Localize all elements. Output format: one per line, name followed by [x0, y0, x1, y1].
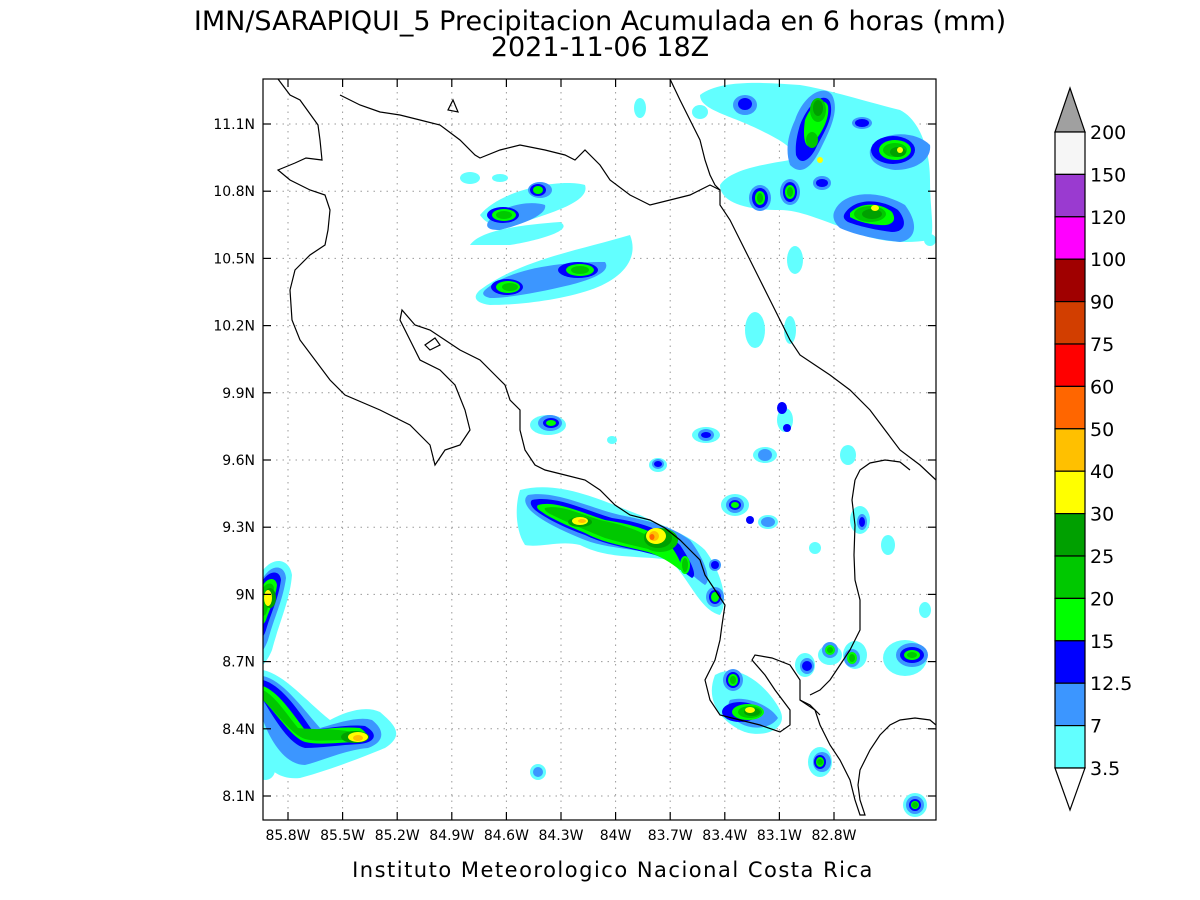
colorbar-swatch: [1054, 131, 1086, 176]
lat-tick-label: 8.7N: [222, 655, 255, 671]
lon-tick-label: 84.9W: [429, 828, 474, 844]
lon-tick-label: 85.2W: [375, 828, 420, 844]
colorbar-label: 50: [1090, 419, 1114, 441]
colorbar-label: 120: [1090, 207, 1126, 229]
precipitation-field: [263, 79, 936, 817]
lat-tick-label: 8.1N: [222, 789, 255, 805]
colorbar-bottom-cap: [1054, 767, 1086, 812]
colorbar-swatch: [1054, 258, 1086, 303]
lon-tick-label: 85.5W: [320, 828, 365, 844]
lat-tick-label: 11.1N: [213, 117, 255, 133]
colorbar-swatch: [1054, 640, 1086, 684]
lon-tick-label: 82.8W: [811, 828, 856, 844]
map-title: IMN/SARAPIQUI_5 Precipitacion Acumulada …: [194, 6, 1006, 37]
colorbar-label: 20: [1090, 588, 1114, 610]
lon-tick-label: 83.4W: [702, 828, 747, 844]
colorbar-label: 25: [1090, 546, 1114, 568]
colorbar-label: 7: [1090, 716, 1102, 738]
colorbar-label: 100: [1090, 249, 1126, 271]
colorbar-swatch: [1054, 555, 1086, 600]
colorbar-swatch: [1054, 682, 1086, 727]
lat-tick-label: 9.9N: [222, 386, 255, 402]
colorbar-label: 40: [1090, 461, 1114, 483]
colorbar-label: 12.5: [1090, 673, 1132, 695]
colorbar-swatch: [1054, 343, 1086, 388]
colorbar-label: 75: [1090, 334, 1114, 356]
lat-tick-label: 9.6N: [222, 453, 255, 469]
colorbar-legend: 200 150 120 100 90 75 60 50 40 30 25 20 15 12.5 7 3.5: [1054, 86, 1132, 812]
colorbar-swatch: [1054, 301, 1086, 345]
colorbar-label: 15: [1090, 631, 1114, 653]
precip-60-spot: [649, 534, 655, 540]
institution-credit: Instituto Meteorologico Nacional Costa R…: [352, 858, 874, 882]
lat-tick-label: 10.8N: [213, 184, 255, 200]
colorbar-swatch: [1054, 597, 1086, 642]
lon-tick-label: 85.8W: [265, 828, 310, 844]
colorbar-swatch: [1054, 512, 1086, 557]
lat-tick-label: 10.2N: [213, 319, 255, 335]
lat-tick-label: 10.5N: [213, 251, 255, 267]
map-axes: 85.8W 85.5W 85.2W 84.9W 84.6W 84.3W 84W 83.7W 83…: [213, 79, 936, 844]
map-area: 85.8W 85.5W 85.2W 84.9W 84.6W 84.3W 84W 83.7W 83…: [213, 78, 937, 844]
lon-tick-label: 84W: [600, 828, 632, 844]
colorbar-label: 150: [1090, 164, 1126, 186]
colorbar-top-cap: [1054, 86, 1086, 133]
colorbar-label: 200: [1090, 122, 1126, 144]
colorbar-swatch: [1054, 173, 1086, 218]
precip-40-layer: [264, 147, 903, 742]
coastlines: [276, 79, 936, 816]
lat-tick-label: 9.3N: [222, 520, 255, 536]
colorbar-swatch: [1054, 385, 1086, 430]
colorbar-swatch: [1054, 428, 1086, 472]
colorbar-swatch: [1054, 216, 1086, 260]
lon-tick-label: 83.7W: [648, 828, 693, 844]
colorbar-label: 3.5: [1090, 758, 1120, 780]
map-frame: [262, 78, 937, 821]
colorbar-swatch: [1054, 724, 1086, 769]
colorbar-label: 60: [1090, 376, 1114, 398]
colorbar-swatch: [1054, 470, 1086, 515]
lon-tick-label: 84.6W: [484, 828, 529, 844]
lon-tick-label: 84.3W: [538, 828, 583, 844]
colorbar-label: 90: [1090, 292, 1114, 314]
colorbar-label: 30: [1090, 504, 1114, 526]
lon-tick-label: 83.1W: [757, 828, 802, 844]
lat-tick-label: 8.4N: [222, 722, 255, 738]
map-subtitle: 2021-11-06 18Z: [491, 32, 709, 63]
lat-tick-label: 9N: [236, 587, 255, 603]
